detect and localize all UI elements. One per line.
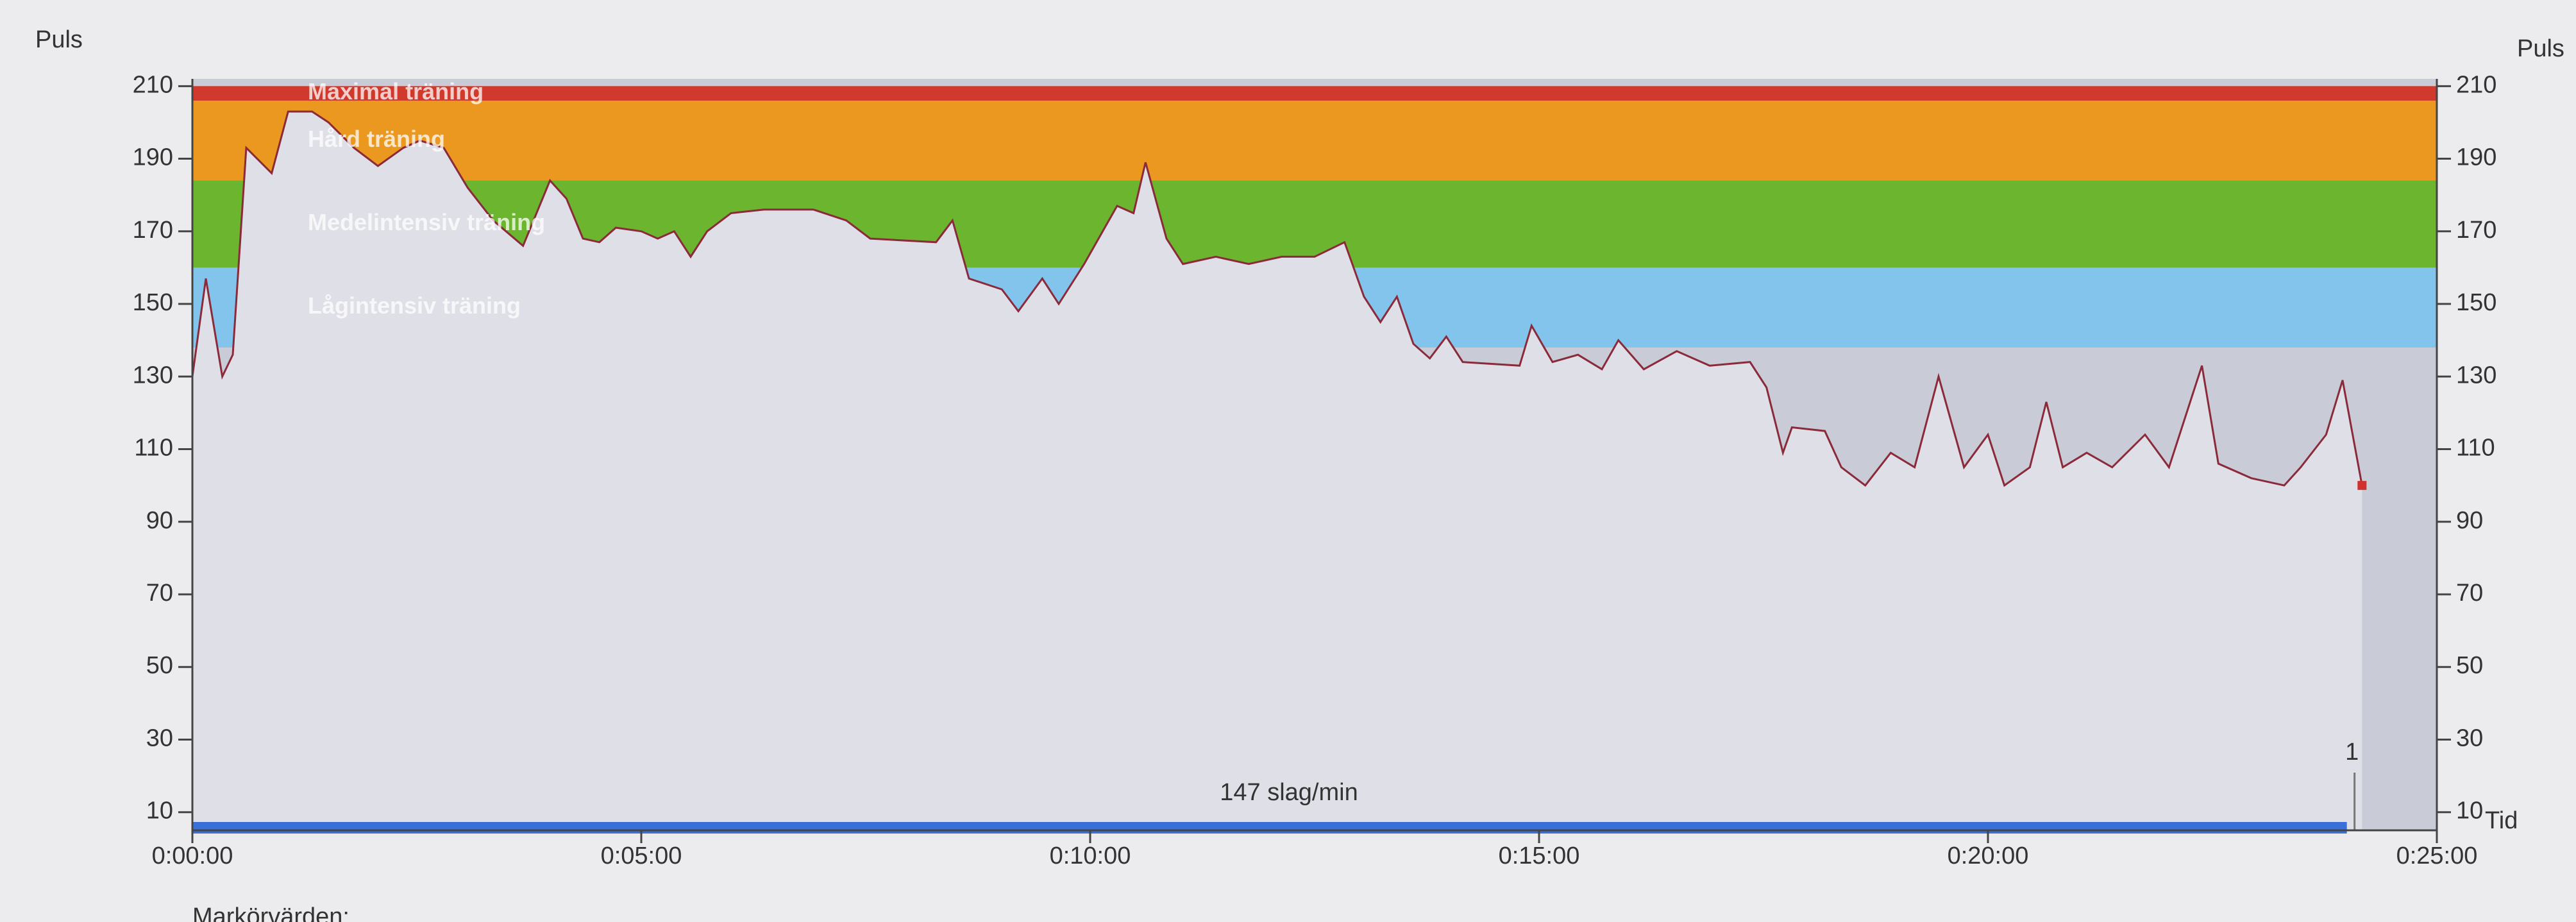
average-label: 147 slag/min [1220,779,1358,806]
zone-band [192,86,2437,101]
zone-label: Lågintensiv träning [308,292,521,319]
y-tick-label-right: 210 [2456,71,2496,98]
y-tick-label-right: 90 [2456,507,2483,534]
zone-band [192,100,2437,181]
y-tick-label: 110 [134,435,173,462]
y-tick-label-right: 50 [2456,652,2483,679]
average-bar [192,822,2347,834]
y-tick-label: 50 [146,652,173,679]
y-tick-label-right: 10 [2456,798,2483,825]
y-tick-label: 10 [146,798,173,825]
y-tick-label: 70 [146,580,173,607]
y-tick-label: 150 [133,289,173,316]
y-tick-label-right: 170 [2456,217,2496,244]
marker-label: 1 [2345,739,2359,766]
x-tick-label: 0:05:00 [601,842,682,869]
zone-label: Medelintensiv träning [308,209,545,235]
y-tick-label-right: 30 [2456,725,2483,751]
x-tick-label: 0:10:00 [1050,842,1131,869]
y-tick-label: 130 [133,362,173,389]
y-tick-label-right: 190 [2456,144,2496,171]
y-tick-label-right: 70 [2456,580,2483,607]
x-tick-label: 0:00:00 [152,842,233,869]
line-area [192,111,2362,830]
y-tick-label-right: 110 [2456,435,2495,462]
y-axis-label-right: Puls [2517,35,2564,62]
zone-label: Maximal träning [308,78,484,105]
y-tick-label: 90 [146,507,173,534]
line [191,110,2363,487]
y-tick-label: 30 [146,725,173,751]
zone-label: Hård träning [308,126,445,152]
footer-label: Markörvärden: [192,903,349,922]
y-axis-label: Puls [35,26,83,53]
y-tick-label-right: 150 [2456,289,2496,316]
y-tick-label-right: 130 [2456,362,2496,389]
x-tick-label: 0:25:00 [2396,842,2478,869]
y-tick-label: 190 [133,144,173,171]
y-tick-label: 170 [133,217,173,244]
end-point [2357,481,2367,490]
y-tick-label: 210 [133,71,173,98]
x-axis-label: Tid [2485,807,2518,834]
x-tick-label: 0:20:00 [1948,842,2029,869]
x-tick-label: 0:15:00 [1499,842,1580,869]
